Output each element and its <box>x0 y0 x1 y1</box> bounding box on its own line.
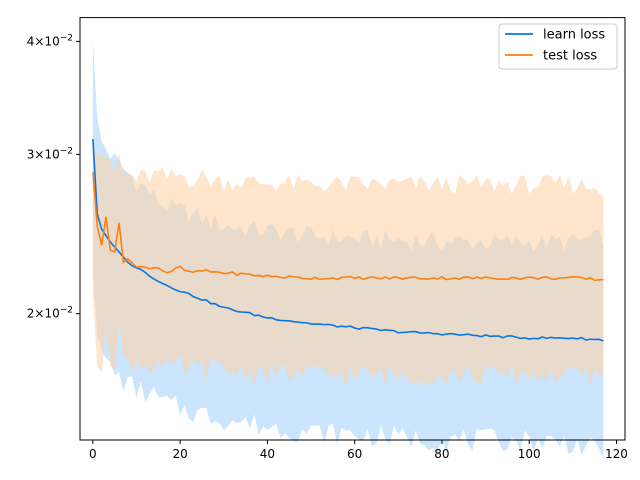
series-lines <box>92 138 604 342</box>
x-tick-label: 120 <box>605 447 628 461</box>
legend-label: test loss <box>543 49 597 64</box>
line-learn-loss <box>92 138 604 342</box>
x-tick-label: 80 <box>434 447 449 461</box>
y-tick-label: 2×10−2 <box>27 306 73 321</box>
legend: learn loss test loss <box>498 23 618 70</box>
y-tick-label: 4×10−2 <box>27 33 73 48</box>
x-tick-label: 0 <box>89 447 97 461</box>
legend-label: learn loss <box>543 28 605 43</box>
band-test-loss <box>92 141 604 387</box>
plot-area-frame <box>79 17 626 441</box>
legend-box <box>498 23 618 70</box>
x-tick-label: 100 <box>518 447 541 461</box>
line-test-loss <box>92 171 604 282</box>
x-tick-label: 40 <box>260 447 275 461</box>
x-tick-label: 20 <box>173 447 188 461</box>
confidence-bands <box>92 41 604 458</box>
y-axis-ticks: 2×10−2 3×10−2 4×10−2 <box>27 33 80 321</box>
y-tick-label: 3×10−2 <box>27 146 73 161</box>
x-axis-ticks: 0 20 40 60 80 100 120 <box>89 440 628 461</box>
x-tick-label: 60 <box>347 447 362 461</box>
